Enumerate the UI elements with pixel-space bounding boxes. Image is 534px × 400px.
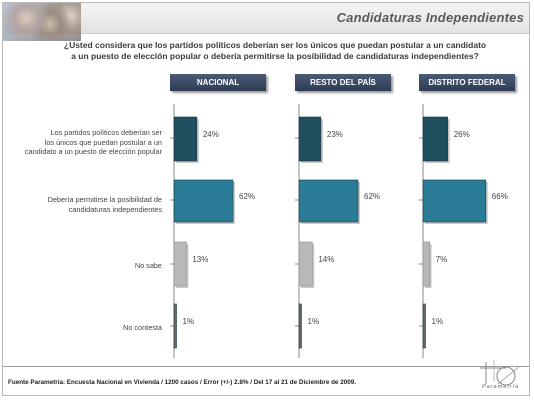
survey-question: ¿Usted considera que los partidos políti… <box>40 40 510 62</box>
category-label-line: candidato a un puesto de elección popula… <box>24 147 162 156</box>
region-header-nacional: NACIONAL <box>170 74 266 91</box>
category-label-no-sabe: No sabe <box>22 261 162 271</box>
header-band <box>3 3 529 34</box>
data-label-distrito-federal-1: 66% <box>492 192 508 201</box>
bar-resto-del-pais-1 <box>298 179 359 223</box>
bar-distrito-federal-3 <box>422 303 426 349</box>
bar-resto-del-pais-0 <box>298 116 322 162</box>
category-label-line: No sabe <box>134 261 162 270</box>
data-label-distrito-federal-0: 26% <box>454 130 470 139</box>
category-label-line: No contesta <box>123 323 162 332</box>
bar-nacional-1 <box>173 179 234 223</box>
bar-nacional-0 <box>173 116 198 162</box>
bar-resto-del-pais-2 <box>298 241 313 287</box>
bar-distrito-federal-2 <box>422 241 430 287</box>
source-note: Fuente Parametría: Encuesta Nacional en … <box>8 379 356 386</box>
category-label-partidos: Los partidos políticos deberían ser los … <box>22 128 162 157</box>
data-label-nacional-1: 62% <box>239 192 255 201</box>
data-label-resto-del-pais-2: 14% <box>318 255 334 264</box>
category-label-no-contesta: No contesta <box>22 323 162 333</box>
question-line-1: ¿Usted considera que los partidos políti… <box>63 40 487 50</box>
data-label-resto-del-pais-3: 1% <box>308 317 320 326</box>
region-header-resto-del-pais: RESTO DEL PAÍS <box>295 74 391 91</box>
data-label-nacional-3: 1% <box>183 317 195 326</box>
page-title: Candidaturas Independientes <box>336 10 524 25</box>
category-label-independientes: Debería permitirse la posibilidad de can… <box>22 195 162 214</box>
bar-distrito-federal-0 <box>422 116 449 162</box>
data-label-distrito-federal-3: 1% <box>432 317 444 326</box>
category-label-line: Debería permitirse la posibilidad de <box>47 195 162 204</box>
bar-resto-del-pais-3 <box>298 303 302 349</box>
bar-nacional-2 <box>173 241 187 287</box>
category-label-line: los únicos que puedan postular a un <box>44 137 162 147</box>
data-label-resto-del-pais-0: 23% <box>327 130 343 139</box>
footer-divider <box>3 366 529 367</box>
brand-name: Parametría <box>482 384 520 390</box>
bar-nacional-3 <box>173 303 177 349</box>
category-label-line: Los partidos políticos deberían ser <box>50 128 162 137</box>
category-label-line: candidaturas independientes <box>68 204 162 214</box>
parametria-logo-icon <box>480 360 521 386</box>
data-label-distrito-federal-2: 7% <box>436 255 448 264</box>
question-line-2: a un puesto de elección popular o deberí… <box>71 51 479 61</box>
header-photo <box>3 3 81 41</box>
region-header-distrito-federal: DISTRITO FEDERAL <box>419 74 515 91</box>
data-label-nacional-2: 13% <box>192 255 208 264</box>
data-label-nacional-0: 24% <box>203 130 219 139</box>
bar-distrito-federal-1 <box>422 179 487 223</box>
data-label-resto-del-pais-1: 62% <box>364 192 380 201</box>
